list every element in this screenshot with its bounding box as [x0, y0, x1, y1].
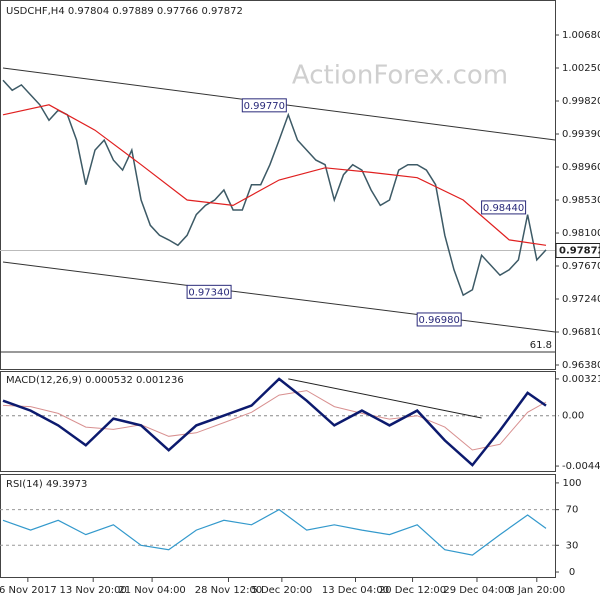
- rsi-tick-label: 0: [569, 567, 575, 578]
- macd-tick-label: 0.003219: [562, 374, 600, 385]
- macd-panel: [0, 371, 556, 472]
- y-tick-label: 1.00250: [562, 63, 600, 74]
- last-price-label: 0.97872: [559, 246, 600, 257]
- macd-signal: [2, 390, 547, 451]
- fib-label: 61.8: [530, 340, 552, 351]
- rsi-title: RSI(14) 49.3973: [6, 479, 87, 490]
- macd-title: MACD(12,26,9) 0.000532 0.001236: [6, 375, 184, 386]
- annotation-box: [481, 200, 527, 215]
- macd-line: [2, 377, 547, 467]
- rsi-line: [2, 508, 547, 556]
- x-tick-label: 13 Nov 20:00: [59, 585, 126, 596]
- y-tick-label: 1.00680: [562, 30, 600, 41]
- macd-trend: [288, 378, 482, 419]
- annotation-label: 0.98440: [483, 203, 524, 214]
- rsi-tick-label: 100: [562, 478, 581, 489]
- main-panel: [0, 0, 556, 370]
- y-tick-label: 0.97240: [562, 294, 600, 305]
- x-tick-label: 6 Nov 2017: [0, 585, 57, 596]
- ma-line: [2, 104, 547, 246]
- y-tick-label: 0.99390: [562, 129, 600, 140]
- watermark: ActionForex.com: [292, 61, 508, 91]
- annotation-box: [241, 98, 287, 113]
- x-tick-label: 21 Nov 04:00: [118, 585, 185, 596]
- y-tick-label: 0.96810: [562, 327, 600, 338]
- x-tick-label: 29 Dec 04:00: [443, 585, 510, 596]
- annotation-label: 0.96980: [418, 315, 459, 326]
- rsi-tick-label: 70: [566, 505, 579, 516]
- last-price-box: [555, 243, 600, 259]
- chart-title: USDCHF,H4 0.97804 0.97889 0.97766 0.9787…: [6, 6, 243, 17]
- annotation-box: [186, 284, 232, 299]
- channel-line: [2, 261, 556, 333]
- x-tick-label: 20 Dec 12:00: [379, 585, 446, 596]
- y-tick-label: 0.97670: [562, 261, 600, 272]
- y-tick-label: 0.98100: [562, 228, 600, 239]
- price-line: [2, 79, 547, 297]
- annotation-label: 0.99770: [244, 101, 285, 112]
- y-tick-label: 0.98530: [562, 195, 600, 206]
- x-tick-label: 8 Jan 20:00: [508, 585, 565, 596]
- y-tick-label: 0.99820: [562, 96, 600, 107]
- annotation-label: 0.97340: [188, 287, 229, 298]
- rsi-panel: [0, 474, 556, 578]
- x-tick-label: 5 Dec 20:00: [251, 585, 312, 596]
- y-tick-label: 0.96380: [562, 360, 600, 371]
- y-tick-label: 0.98960: [562, 162, 600, 173]
- rsi-tick-label: 30: [566, 540, 579, 551]
- x-tick-label: 28 Nov 12:00: [195, 585, 262, 596]
- x-tick-label: 13 Dec 04:00: [322, 585, 389, 596]
- macd-tick-label: -0.004406: [562, 461, 600, 472]
- annotation-box: [416, 312, 462, 327]
- macd-tick-label: 0.00: [562, 411, 584, 422]
